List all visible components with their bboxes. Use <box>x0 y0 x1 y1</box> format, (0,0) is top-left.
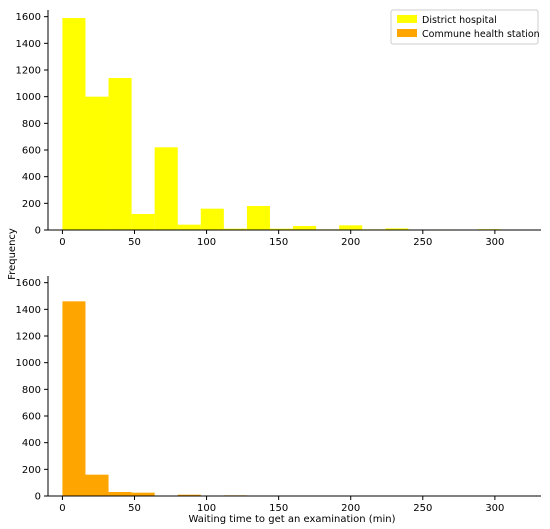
histogram-bar <box>339 225 363 230</box>
legend: District hospital Commune health station <box>390 9 540 45</box>
y-tick-label: 400 <box>22 438 41 449</box>
legend-entry-label: District hospital <box>422 15 497 26</box>
x-tick-label: 150 <box>269 503 288 514</box>
histogram-bar <box>293 226 317 230</box>
x-tick-label: 250 <box>413 237 432 248</box>
x-tick-label: 50 <box>128 237 141 248</box>
x-tick-label: 200 <box>341 503 360 514</box>
x-tick-label: 200 <box>341 237 360 248</box>
histogram-bar <box>108 78 132 230</box>
x-tick-label: 250 <box>413 503 432 514</box>
y-tick-label: 1400 <box>16 39 41 50</box>
x-tick-label: 300 <box>485 503 504 514</box>
x-tick-label: 0 <box>59 503 65 514</box>
histogram-bar <box>200 208 224 230</box>
y-tick-label: 0 <box>35 226 41 237</box>
histogram-bar <box>85 96 109 230</box>
legend-entry-label: Commune health station <box>422 29 540 40</box>
y-tick-label: 1600 <box>16 278 41 289</box>
y-tick-label: 600 <box>22 146 41 157</box>
histogram-bar <box>385 228 409 230</box>
histogram-bar <box>246 206 270 230</box>
x-tick-label: 300 <box>485 237 504 248</box>
y-tick-label: 1000 <box>16 358 41 369</box>
x-tick-label: 0 <box>59 237 65 248</box>
x-tick-label: 50 <box>128 503 141 514</box>
histogram-bar <box>131 492 155 496</box>
histogram-bar <box>85 474 109 496</box>
histogram-bar <box>223 228 247 230</box>
histogram-bar <box>269 228 294 230</box>
y-tick-label: 400 <box>22 172 41 183</box>
y-tick-label: 0 <box>35 492 41 503</box>
y-tick-label: 200 <box>22 465 41 476</box>
y-tick-label: 1000 <box>16 92 41 103</box>
x-axis-label: Waiting time to get an examination (min) <box>189 514 396 525</box>
histogram-bar <box>177 224 201 230</box>
commune-health-station-histogram: 0 200 400 600 800 1000 1200 1400 1600 0 50 100 150 20… <box>16 276 541 514</box>
histogram-bar <box>62 18 86 230</box>
y-tick-label: 600 <box>22 412 41 423</box>
x-tick-label: 150 <box>269 237 288 248</box>
legend-swatch <box>397 29 417 37</box>
legend-box <box>390 9 539 45</box>
histogram-bar <box>177 494 201 496</box>
histogram-bar <box>108 492 132 496</box>
histogram-bar <box>62 301 86 496</box>
district-hospital-histogram: 0 200 400 600 800 1000 1200 1400 1600 0 50 100 150 20… <box>16 10 541 248</box>
x-tick-label: 100 <box>197 503 216 514</box>
y-tick-label: 200 <box>22 199 41 210</box>
y-tick-label: 1400 <box>16 305 41 316</box>
histogram-bar <box>154 147 178 230</box>
shared-y-axis-label: Frequency <box>7 228 18 280</box>
legend-swatch <box>397 15 417 23</box>
y-tick-label: 800 <box>22 119 41 130</box>
histogram-bar <box>131 214 155 230</box>
x-tick-label: 100 <box>197 237 216 248</box>
y-tick-label: 1200 <box>16 66 41 77</box>
y-tick-label: 1600 <box>16 12 41 23</box>
y-tick-label: 1200 <box>16 332 41 343</box>
y-tick-label: 800 <box>22 385 41 396</box>
